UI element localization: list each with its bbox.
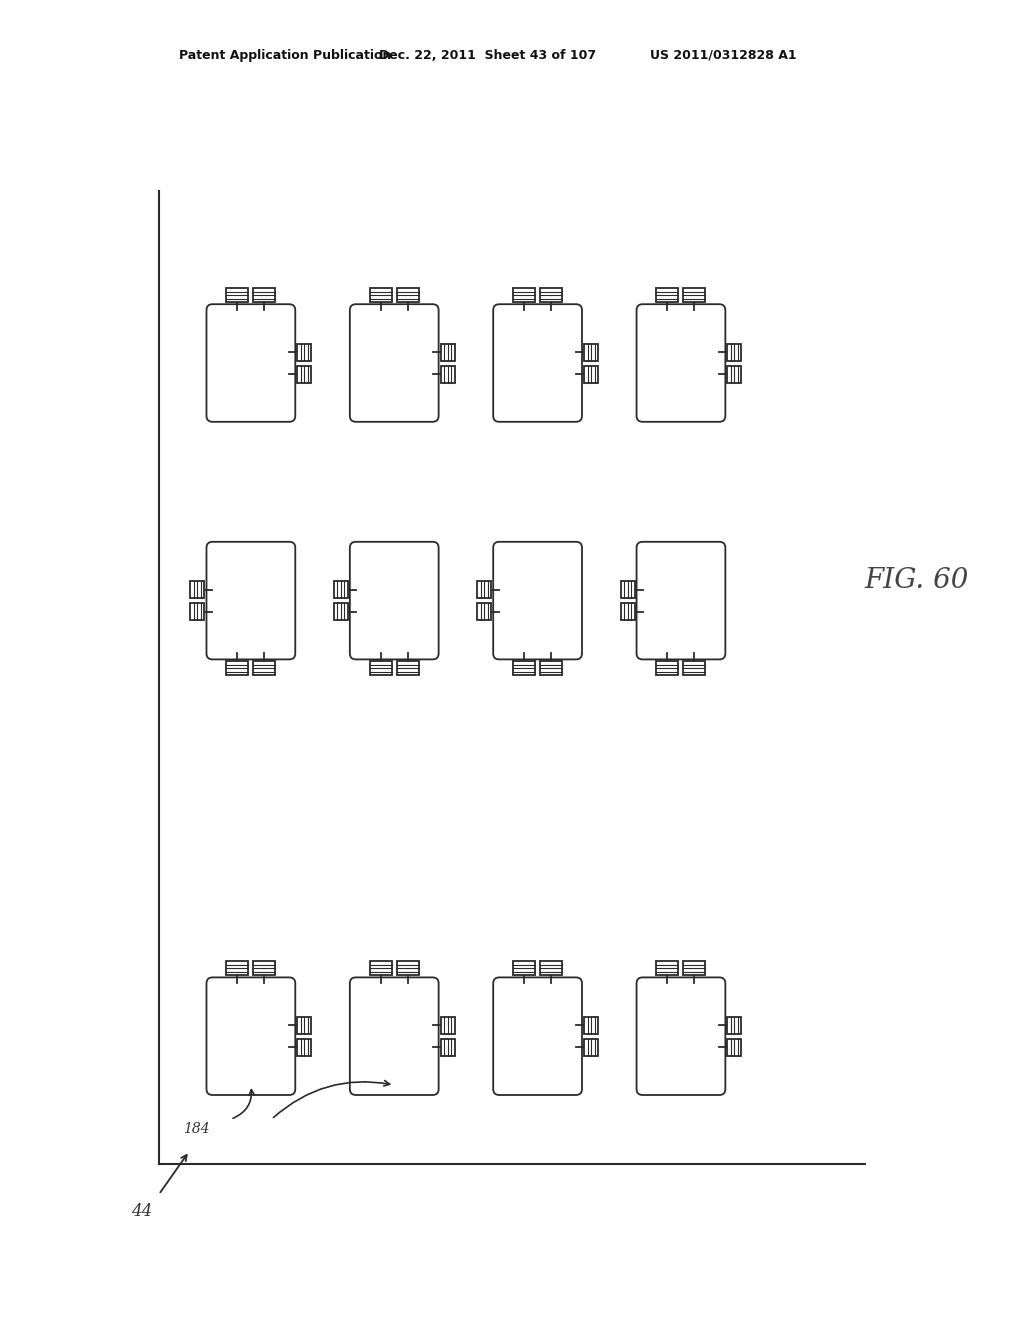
Bar	[297, 1039, 311, 1056]
Bar	[727, 1039, 741, 1056]
Bar	[656, 288, 679, 302]
Bar	[584, 1039, 598, 1056]
FancyBboxPatch shape	[637, 977, 725, 1096]
FancyBboxPatch shape	[494, 541, 582, 660]
Bar	[396, 661, 419, 676]
FancyBboxPatch shape	[350, 541, 438, 660]
Bar	[621, 581, 635, 598]
Bar	[584, 366, 598, 383]
Text: Patent Application Publication: Patent Application Publication	[179, 49, 391, 62]
Bar	[683, 961, 706, 975]
Bar	[190, 581, 205, 598]
Text: 44: 44	[131, 1204, 152, 1220]
Bar	[253, 961, 275, 975]
Bar	[513, 961, 536, 975]
Bar	[683, 661, 706, 676]
Bar	[297, 1016, 311, 1034]
Bar	[656, 661, 679, 676]
Bar	[683, 288, 706, 302]
Bar	[477, 603, 492, 620]
Bar	[727, 343, 741, 360]
Bar	[513, 661, 536, 676]
FancyBboxPatch shape	[637, 541, 725, 660]
FancyBboxPatch shape	[350, 304, 438, 422]
Bar	[727, 366, 741, 383]
Bar	[477, 581, 492, 598]
Text: FIG. 60: FIG. 60	[864, 568, 969, 594]
Bar	[226, 961, 249, 975]
Bar	[727, 1016, 741, 1034]
Bar	[370, 661, 392, 676]
Bar	[253, 288, 275, 302]
Bar	[656, 961, 679, 975]
Bar	[226, 661, 249, 676]
Bar	[297, 343, 311, 360]
FancyBboxPatch shape	[207, 304, 295, 422]
Bar	[334, 581, 348, 598]
Bar	[334, 603, 348, 620]
Bar	[396, 961, 419, 975]
Bar	[540, 661, 562, 676]
Text: US 2011/0312828 A1: US 2011/0312828 A1	[650, 49, 797, 62]
Bar	[584, 1016, 598, 1034]
Bar	[440, 1039, 455, 1056]
Bar	[440, 343, 455, 360]
FancyBboxPatch shape	[350, 977, 438, 1096]
Bar	[540, 288, 562, 302]
Bar	[253, 661, 275, 676]
FancyBboxPatch shape	[494, 977, 582, 1096]
Bar	[370, 288, 392, 302]
Bar	[297, 366, 311, 383]
Bar	[621, 603, 635, 620]
Bar	[540, 961, 562, 975]
Bar	[440, 366, 455, 383]
Bar	[396, 288, 419, 302]
Bar	[226, 288, 249, 302]
FancyBboxPatch shape	[207, 977, 295, 1096]
Bar	[513, 288, 536, 302]
Bar	[370, 961, 392, 975]
FancyBboxPatch shape	[494, 304, 582, 422]
Bar	[440, 1016, 455, 1034]
FancyBboxPatch shape	[207, 541, 295, 660]
Bar	[190, 603, 205, 620]
Text: 184: 184	[183, 1122, 210, 1135]
Text: Dec. 22, 2011  Sheet 43 of 107: Dec. 22, 2011 Sheet 43 of 107	[379, 49, 596, 62]
Bar	[584, 343, 598, 360]
FancyBboxPatch shape	[637, 304, 725, 422]
